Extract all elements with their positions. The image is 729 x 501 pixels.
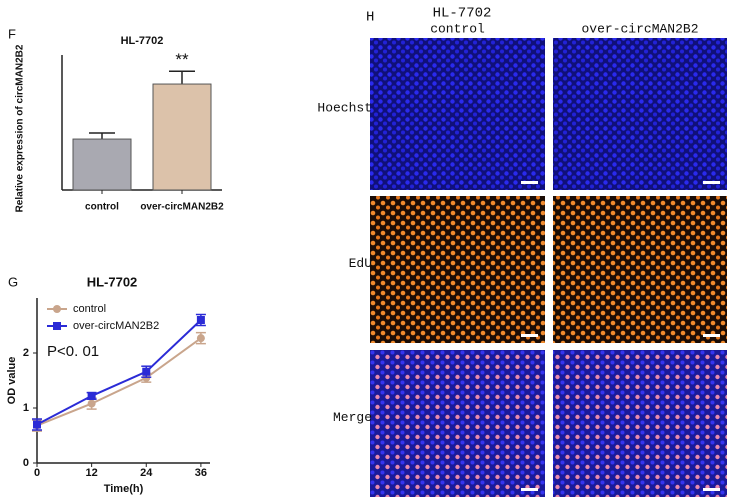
legend-label: control xyxy=(73,303,106,315)
series-line xyxy=(36,319,202,426)
chart-title: HL-7702 xyxy=(121,35,164,47)
micrograph xyxy=(553,350,727,497)
y-tick-label: 0 xyxy=(23,457,29,469)
row-label: EdU xyxy=(349,256,372,271)
scale-bar xyxy=(703,334,720,337)
legend-label: over-circMAN2B2 xyxy=(73,320,159,332)
legend-marker xyxy=(53,305,61,313)
scale-bar xyxy=(521,181,538,184)
marker xyxy=(33,420,41,429)
annotation: ** xyxy=(175,50,189,69)
x-tick-label: control xyxy=(85,202,119,213)
panel-title: HL-7702 xyxy=(433,6,492,22)
y-tick-label: 1 xyxy=(23,402,29,414)
micrograph xyxy=(370,350,545,497)
legend-marker xyxy=(53,322,61,330)
x-tick-label: over-circMAN2B2 xyxy=(140,202,224,213)
marker xyxy=(87,399,96,408)
x-tick-label: 12 xyxy=(86,467,98,479)
series-line xyxy=(36,337,202,427)
y-axis-label: Relative expression of circMAN2B2 xyxy=(15,44,26,212)
bar xyxy=(152,83,212,191)
panel-label: G xyxy=(8,274,18,289)
y-axis-label: OD value xyxy=(6,357,18,405)
scale-bar xyxy=(521,488,538,491)
marker xyxy=(142,367,151,376)
marker xyxy=(87,391,96,400)
scale-bar xyxy=(703,181,720,184)
panel-h: H HL-7702 control over-circMAN2B2 Hoechst E… xyxy=(317,6,727,497)
x-tick-label: 0 xyxy=(34,467,40,479)
micrograph xyxy=(370,196,545,343)
chart-title: HL-7702 xyxy=(87,274,138,289)
x-tick-label: 36 xyxy=(195,467,207,479)
marker xyxy=(196,316,205,324)
micrograph xyxy=(370,38,545,190)
column-label: control xyxy=(430,21,485,36)
column-label: over-circMAN2B2 xyxy=(581,21,698,36)
panel-label: F xyxy=(8,26,16,41)
marker xyxy=(196,334,205,343)
scale-bar xyxy=(703,488,720,491)
micrograph xyxy=(553,38,727,190)
x-axis-label: Time(h) xyxy=(104,483,144,495)
panel-label: H xyxy=(366,10,374,26)
y-tick-label: 2 xyxy=(23,347,29,359)
bar xyxy=(72,138,132,191)
scale-bar xyxy=(521,334,538,337)
annotation: P<0. 01 xyxy=(47,343,99,360)
row-label: Hoechst xyxy=(317,100,372,115)
micrograph xyxy=(553,196,727,343)
row-label: Merge xyxy=(333,410,372,425)
x-tick-label: 24 xyxy=(140,467,153,479)
